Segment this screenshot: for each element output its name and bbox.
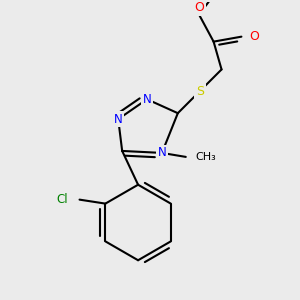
Text: O: O xyxy=(249,30,259,43)
Text: N: N xyxy=(158,146,166,159)
Text: Cl: Cl xyxy=(56,193,68,206)
Text: O: O xyxy=(195,1,205,14)
Text: S: S xyxy=(196,85,204,98)
Text: N: N xyxy=(142,93,152,106)
Text: CH₃: CH₃ xyxy=(196,152,217,162)
Text: N: N xyxy=(114,112,123,126)
